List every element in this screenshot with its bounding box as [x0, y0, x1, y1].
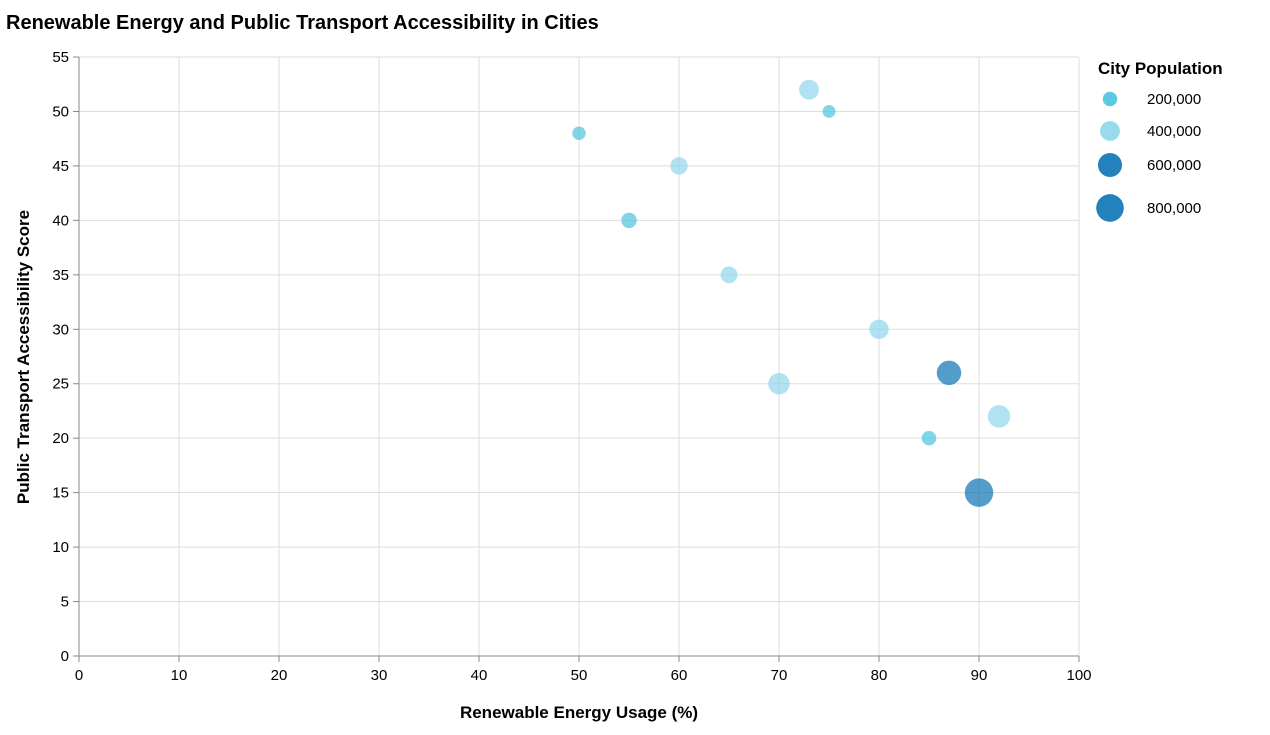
scatter-point[interactable] — [936, 360, 962, 386]
y-tick-label: 35 — [52, 267, 69, 284]
scatter-point[interactable] — [621, 212, 637, 229]
scatter-point[interactable] — [799, 79, 819, 100]
legend-label: 600,000 — [1147, 157, 1201, 174]
chart-title: Renewable Energy and Public Transport Ac… — [6, 12, 599, 34]
scatter-point[interactable] — [822, 105, 836, 118]
y-tick-label: 5 — [61, 594, 69, 611]
legend-symbol — [1100, 121, 1120, 141]
y-tick-label: 30 — [52, 321, 69, 338]
y-tick-label: 0 — [61, 648, 69, 665]
x-tick-label: 0 — [75, 667, 83, 684]
legend-label: 400,000 — [1147, 123, 1201, 140]
x-tick-label: 100 — [1066, 667, 1091, 684]
scatter-point[interactable] — [572, 126, 586, 140]
x-tick-label: 30 — [371, 667, 388, 684]
x-tick-label: 40 — [471, 667, 488, 684]
legend-title: City Population — [1098, 59, 1223, 78]
scatter-point[interactable] — [869, 319, 889, 339]
y-tick-label: 20 — [52, 430, 69, 447]
scatter-point[interactable] — [670, 157, 688, 175]
points-layer — [572, 79, 1011, 507]
x-tick-label: 60 — [671, 667, 688, 684]
scatter-point[interactable] — [720, 266, 738, 284]
x-tick-label: 70 — [771, 667, 788, 684]
x-axis-title: Renewable Energy Usage (%) — [460, 703, 698, 722]
legend-symbol — [1096, 194, 1124, 222]
axis-layer: 0 10 20 30 40 50 60 70 80 90 100 0 5 10 15 20 25 30 35 40 45… — [52, 49, 1091, 684]
grid-layer — [78, 56, 1080, 657]
legend-symbol — [1102, 91, 1118, 107]
scatter-point[interactable] — [921, 430, 937, 446]
scatter-point[interactable] — [987, 405, 1011, 428]
x-tick-label: 80 — [871, 667, 888, 684]
y-tick-label: 45 — [52, 158, 69, 175]
legend: City Population 200,000 400,000 600,000 800… — [1096, 59, 1223, 222]
x-tick-label: 10 — [171, 667, 188, 684]
x-tick-label: 20 — [271, 667, 288, 684]
x-tick-label: 50 — [571, 667, 588, 684]
x-tick-label: 90 — [971, 667, 988, 684]
legend-label: 200,000 — [1147, 91, 1201, 108]
legend-symbol — [1097, 152, 1123, 178]
y-tick-label: 50 — [52, 103, 69, 120]
y-tick-label: 55 — [52, 49, 69, 66]
y-tick-label: 10 — [52, 539, 69, 556]
legend-label: 800,000 — [1147, 200, 1201, 217]
y-axis-title: Public Transport Accessibility Score — [14, 210, 33, 504]
scatter-point[interactable] — [964, 478, 994, 507]
scatter-point[interactable] — [768, 373, 790, 395]
y-tick-label: 40 — [52, 212, 69, 229]
y-tick-label: 25 — [52, 376, 69, 393]
y-tick-label: 15 — [52, 485, 69, 502]
